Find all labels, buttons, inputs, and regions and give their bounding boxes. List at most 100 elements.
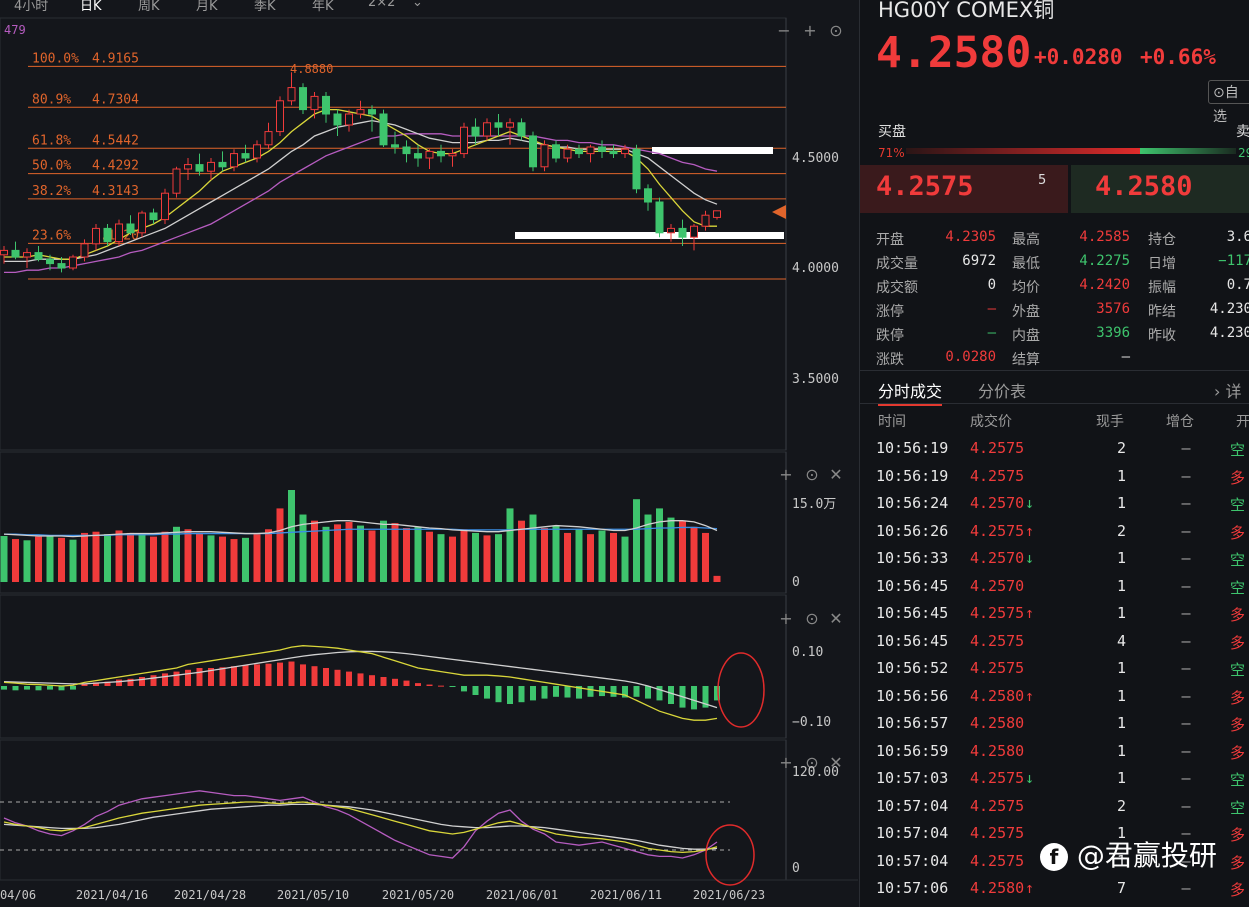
highlight-circle <box>705 824 755 886</box>
macd-bar <box>564 686 571 698</box>
trade-oi: – <box>1181 466 1191 485</box>
tab-4h[interactable]: 4小时 <box>14 0 49 14</box>
kdj-j-line <box>3 790 718 859</box>
trade-price: 4.2580 <box>970 741 1025 760</box>
volume-bar <box>437 534 445 582</box>
trade-row[interactable]: 10:57:04 4.2575 1 – 多 <box>860 820 1249 847</box>
candle-body <box>115 223 123 243</box>
bid-ratio-fill <box>906 148 1141 154</box>
trade-row[interactable]: 10:57:04 4.2575 2 – 空 <box>860 793 1249 820</box>
candle-body <box>448 153 457 157</box>
candle-body <box>92 227 100 245</box>
panel-tool-icon[interactable]: ⊙ <box>829 21 842 40</box>
panel-tool-icon[interactable]: + <box>779 753 792 772</box>
candle-body <box>586 146 595 155</box>
macd-dif-line <box>3 645 718 721</box>
panel-tool-icon[interactable]: ✕ <box>829 465 842 484</box>
macd-bar <box>219 667 226 686</box>
trade-row[interactable]: 10:56:45 4.2575 ↑ 1 – 多 <box>860 600 1249 627</box>
volume-bar <box>219 536 226 582</box>
trade-row[interactable]: 10:56:19 4.2575 1 – 多 <box>860 463 1249 490</box>
tab-monthly[interactable]: 月K <box>196 0 218 14</box>
stat-value: 3576 <box>1096 301 1130 317</box>
volume-bar <box>506 508 514 582</box>
panel-tool-icon[interactable]: ✕ <box>829 609 842 628</box>
trade-time: 10:57:03 <box>876 769 949 787</box>
volume-bar <box>184 529 192 582</box>
candle-body <box>345 113 353 126</box>
trade-price: 4.2575 <box>970 851 1025 870</box>
stat-label: 跌停 <box>876 328 904 344</box>
chart-area[interactable]: 4小时 日K 周K 月K 季K 年K 2×2 ⌄ − + ⊙ + ⊙ ✕ + ⊙ ✕ + ⊙ ✕ 479… <box>0 0 858 907</box>
trade-row[interactable]: 10:57:06 4.2580 ↑ 7 – 多 <box>860 875 1249 902</box>
trade-oi: – <box>1181 741 1191 760</box>
panel-tool-icon[interactable]: + <box>779 609 792 628</box>
tab-time-sales[interactable]: 分时成交 <box>878 378 943 406</box>
bid-box[interactable]: 4.2575 5 <box>860 165 1068 213</box>
macd-bar <box>495 686 502 703</box>
trade-price: 4.2570 <box>970 576 1025 595</box>
candle-body <box>0 249 8 256</box>
tab-price-table[interactable]: 分价表 <box>978 382 1027 401</box>
panel-tool-icon[interactable]: − <box>777 21 790 40</box>
trade-qty: 1 <box>1116 659 1126 677</box>
trade-row[interactable]: 10:56:56 4.2580 ↑ 1 – 多 <box>860 683 1249 710</box>
trade-row[interactable]: 10:56:24 4.2570 ↓ 1 – 空 <box>860 490 1249 517</box>
trade-row[interactable]: 10:56:57 4.2580 1 – 多 <box>860 710 1249 737</box>
trade-row[interactable]: 10:57:04 4.2575 1 – 多 <box>860 848 1249 875</box>
panel-tool-icon[interactable]: + <box>779 465 792 484</box>
macd-bar <box>415 683 421 686</box>
panel-tool-icon[interactable]: ⊙ <box>805 753 818 772</box>
volume-bar <box>621 536 629 582</box>
panel-tool-icon[interactable]: ✕ <box>829 753 842 772</box>
trade-row[interactable]: 10:56:52 4.2575 1 – 空 <box>860 655 1249 682</box>
candle-body <box>241 153 250 159</box>
macd-bar <box>576 686 582 699</box>
trade-row[interactable]: 10:56:26 4.2575 ↑ 2 – 多 <box>860 518 1249 545</box>
tab-weekly[interactable]: 周K <box>138 0 160 14</box>
trade-row[interactable]: 10:56:45 4.2575 4 – 多 <box>860 628 1249 655</box>
tab-quarterly[interactable]: 季K <box>254 0 276 14</box>
candle-body <box>23 252 31 258</box>
layout-dropdown-icon[interactable]: ⌄ <box>412 0 423 10</box>
macd-bar <box>622 686 628 698</box>
macd-bar <box>541 686 548 699</box>
macd-bar <box>426 684 433 686</box>
macd-bar <box>162 673 168 686</box>
trade-row[interactable]: 10:56:19 4.2575 2 – 空 <box>860 435 1249 462</box>
trade-row[interactable]: 10:57:03 4.2575 ↓ 1 – 空 <box>860 765 1249 792</box>
volume-bar <box>414 526 422 582</box>
panel-tool-icon[interactable]: + <box>803 21 816 40</box>
fib-value: 4.3143 <box>92 184 139 199</box>
fib-label: 23.6% <box>32 228 71 243</box>
volume-bar <box>104 534 111 582</box>
macd-bar <box>173 671 180 686</box>
trade-row[interactable]: 10:56:33 4.2570 ↓ 1 – 空 <box>860 545 1249 572</box>
tab-layout-2x2[interactable]: 2×2 <box>368 0 396 10</box>
candle-body <box>172 168 181 194</box>
stats-row: 涨跌 结算 0.0280 — <box>860 349 1249 371</box>
add-watchlist-button[interactable]: ⊙自选 <box>1208 80 1249 125</box>
candle-body <box>184 164 192 170</box>
macd-bar <box>116 679 122 686</box>
candle-body <box>333 113 342 126</box>
trade-time: 10:57:04 <box>876 851 949 870</box>
detail-link[interactable]: › 详 <box>1214 378 1242 402</box>
tab-yearly[interactable]: 年K <box>312 0 334 14</box>
trade-type: 空 <box>1230 551 1246 569</box>
trade-time: 10:56:24 <box>876 494 949 512</box>
stats-row: 成交额 均价 振幅 0 4.2420 0.7 <box>860 277 1249 299</box>
panel-tool-icon[interactable]: ⊙ <box>805 465 818 484</box>
macd-bar <box>714 686 720 701</box>
panel-tool-icon[interactable]: ⊙ <box>805 609 818 628</box>
trade-row[interactable]: 10:56:45 4.2570 1 – 空 <box>860 573 1249 600</box>
tab-daily[interactable]: 日K <box>80 0 102 14</box>
trade-price: 4.2575 <box>970 796 1025 815</box>
ask-box[interactable]: 4.2580 <box>1071 165 1249 213</box>
stat-label: 涨停 <box>876 304 904 320</box>
ask-price: 4.2580 <box>1095 171 1193 202</box>
candle-body <box>299 87 307 111</box>
trade-row[interactable]: 10:56:59 4.2580 1 – 多 <box>860 738 1249 765</box>
candle-body <box>460 126 468 155</box>
volume-bar <box>403 528 410 582</box>
